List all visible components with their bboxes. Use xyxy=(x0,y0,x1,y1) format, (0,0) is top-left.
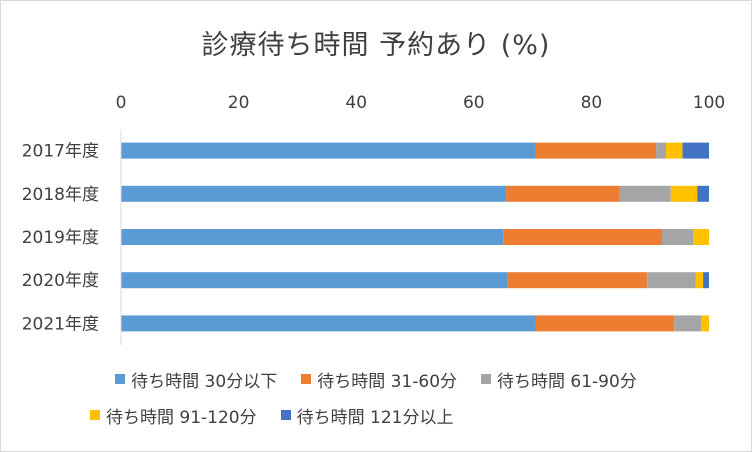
bar-segment xyxy=(121,185,507,202)
category-label: 2018年度 xyxy=(22,185,99,205)
y-axis: 2017年度 2018年度 2019年度 2020年度 2021年度 xyxy=(22,142,99,335)
x-tick-label: 40 xyxy=(345,93,367,113)
bar-segment xyxy=(674,315,702,332)
bar-segment xyxy=(666,142,683,159)
bar-segment xyxy=(670,185,698,202)
legend-item: 待ち時間 30分以下 xyxy=(115,367,277,392)
bar-segment xyxy=(506,185,620,202)
bar-segment xyxy=(535,142,657,159)
bar-segment xyxy=(695,272,704,289)
x-tick-label: 0 xyxy=(116,93,127,113)
bar-segment xyxy=(661,229,694,245)
legend-label: 待ち時間 31-60分 xyxy=(317,371,458,392)
x-tick-label: 80 xyxy=(581,93,603,113)
category-label: 2017年度 xyxy=(22,142,99,162)
bar-segment xyxy=(656,142,667,159)
bar-segment xyxy=(121,315,536,332)
bar-segment xyxy=(682,142,709,159)
legend-swatch xyxy=(115,374,126,384)
x-axis: 0 20 40 60 80 100 xyxy=(116,93,726,113)
legend-row: 待ち時間 30分以下 待ち時間 31-60分 待ち時間 61-90分 xyxy=(1,361,751,397)
legend-label: 待ち時間 61-90分 xyxy=(497,371,637,392)
legend-label: 待ち時間 121分以上 xyxy=(296,407,454,428)
legend-swatch xyxy=(280,410,291,420)
legend-label: 待ち時間 91-120分 xyxy=(106,407,257,428)
legend: 待ち時間 30分以下 待ち時間 31-60分 待ち時間 61-90分 待ち時間 91… xyxy=(1,361,751,433)
chart-title: 診療待ち時間 予約あり (%) xyxy=(201,30,551,61)
bar-segment xyxy=(693,229,709,245)
bar-segment xyxy=(701,315,709,332)
bar-segment xyxy=(503,229,662,245)
x-tick-label: 20 xyxy=(228,93,250,113)
bar-segment xyxy=(697,185,709,202)
legend-item: 待ち時間 31-60分 xyxy=(301,367,457,392)
bars xyxy=(121,142,709,332)
legend-swatch xyxy=(481,374,492,384)
legend-item: 待ち時間 91-120分 xyxy=(90,403,257,428)
legend-item: 待ち時間 61-90分 xyxy=(481,367,637,392)
legend-swatch xyxy=(90,410,100,420)
bar-segment xyxy=(703,272,709,289)
bar-segment xyxy=(507,272,648,289)
bar-segment xyxy=(121,142,536,159)
bar-segment xyxy=(121,272,508,289)
category-label: 2019年度 xyxy=(22,228,99,248)
category-label: 2020年度 xyxy=(22,271,99,291)
legend-item: 待ち時間 121分以上 xyxy=(280,403,454,428)
x-tick-label: 60 xyxy=(463,93,485,113)
bar-segment xyxy=(647,272,696,289)
legend-swatch xyxy=(301,374,312,384)
bar-segment xyxy=(535,315,675,332)
category-label: 2021年度 xyxy=(22,314,99,334)
bar-segment xyxy=(619,185,671,202)
legend-label: 待ち時間 30分以下 xyxy=(131,371,278,392)
x-tick-label: 100 xyxy=(693,93,725,113)
bar-segment xyxy=(121,229,504,245)
legend-row: 待ち時間 91-120分 待ち時間 121分以上 xyxy=(1,397,751,433)
